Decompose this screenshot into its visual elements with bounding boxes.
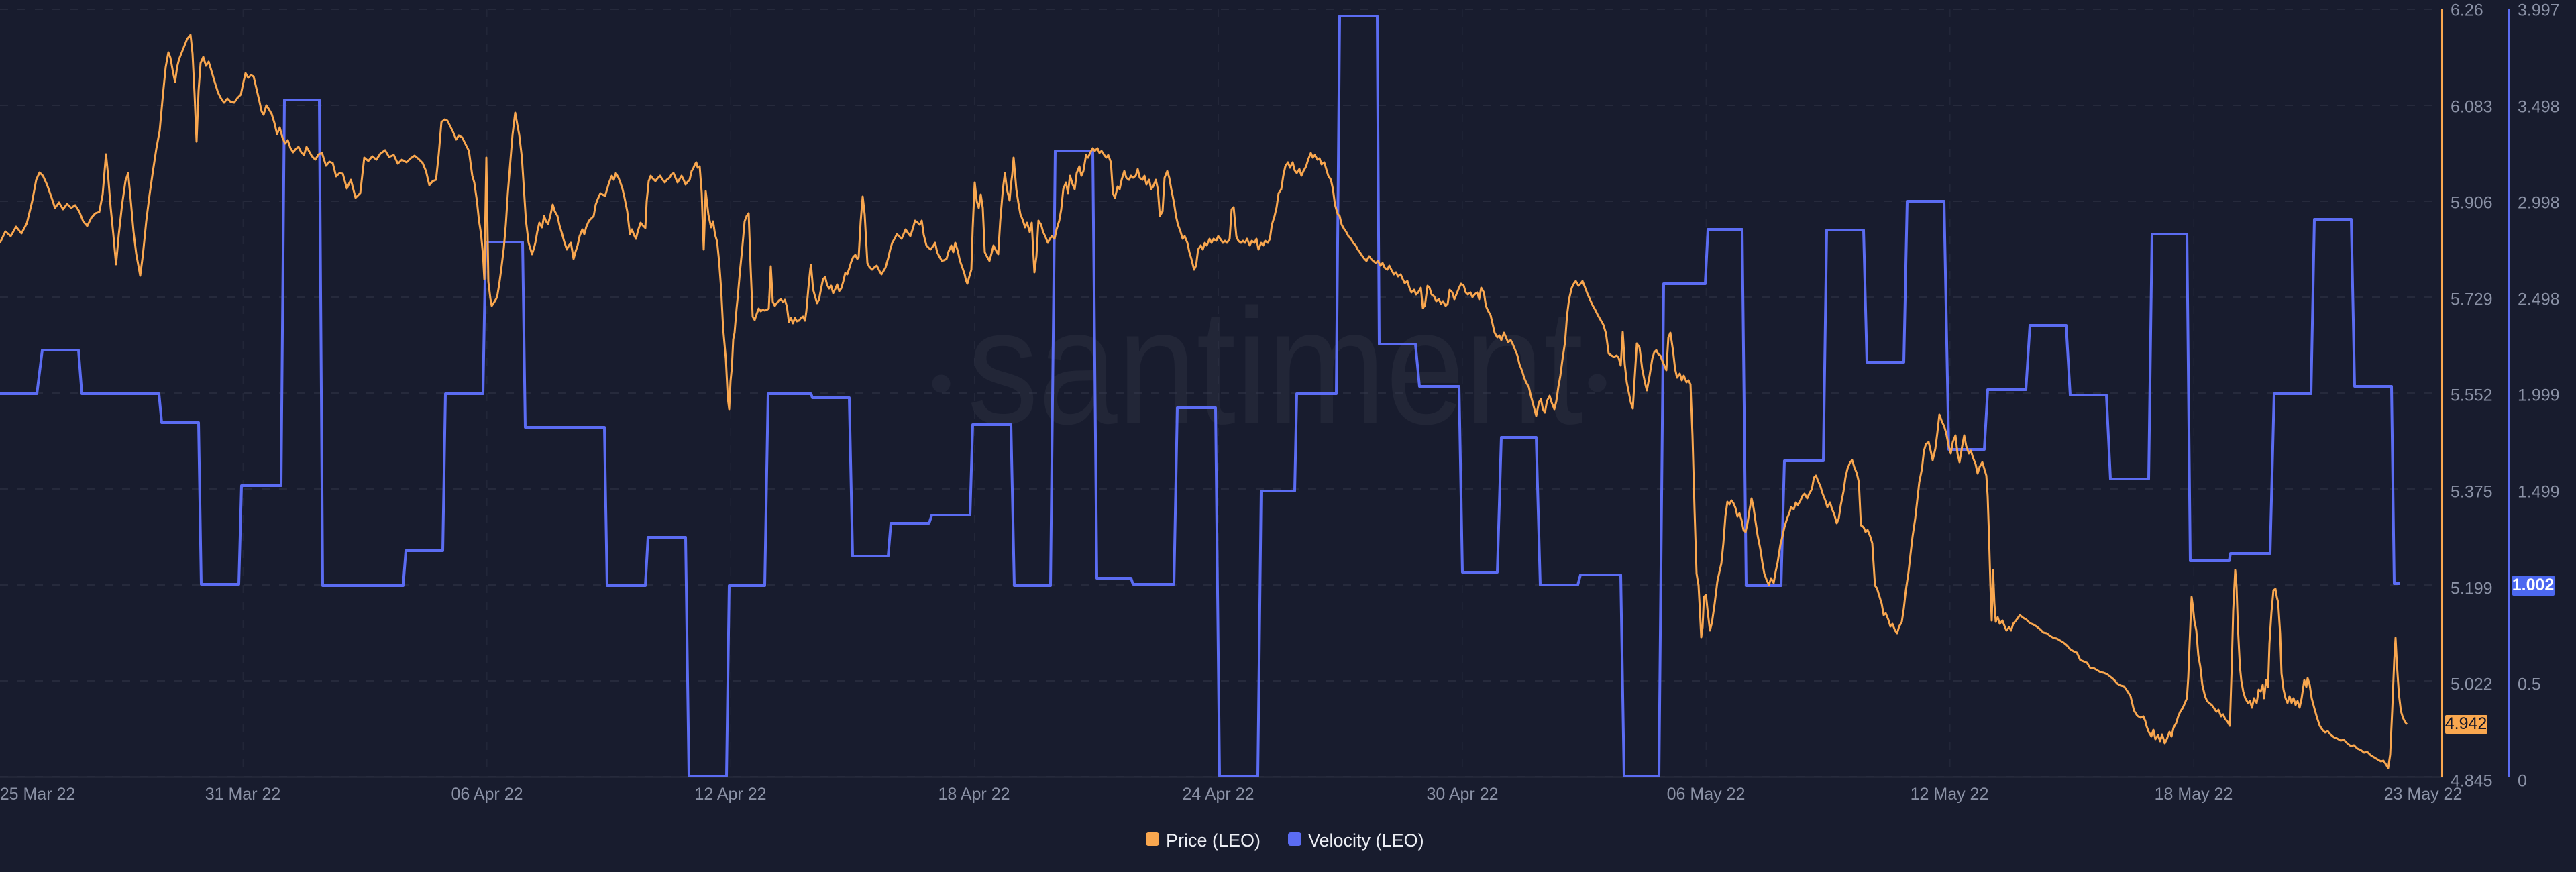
svg-text:5.729: 5.729 [2451,290,2493,309]
svg-text:santiment: santiment [967,274,1583,458]
svg-text:0.5: 0.5 [2518,675,2541,694]
svg-text:0: 0 [2518,772,2527,791]
svg-text:1.002: 1.002 [2512,576,2555,594]
svg-text:2.498: 2.498 [2518,290,2560,309]
svg-text:6.083: 6.083 [2451,98,2493,117]
svg-text:4.845: 4.845 [2451,772,2493,791]
svg-text:4.942: 4.942 [2445,714,2487,733]
svg-text:18 May 22: 18 May 22 [2155,785,2233,804]
svg-text:3.997: 3.997 [2518,1,2560,20]
svg-text:5.199: 5.199 [2451,580,2493,598]
svg-text:5.906: 5.906 [2451,194,2493,213]
svg-text:24 Apr 22: 24 Apr 22 [1182,785,1254,804]
svg-text:1.999: 1.999 [2518,386,2560,405]
svg-text:12 May 22: 12 May 22 [1911,785,1989,804]
svg-text:31 Mar 22: 31 Mar 22 [205,785,281,804]
svg-text:1.499: 1.499 [2518,483,2560,502]
svg-text:Price (LEO): Price (LEO) [1166,830,1260,851]
svg-text:12 Apr 22: 12 Apr 22 [694,785,766,804]
svg-text:5.375: 5.375 [2451,483,2493,502]
svg-text:23 May 22: 23 May 22 [2384,785,2463,804]
svg-text:5.552: 5.552 [2451,386,2493,405]
svg-text:5.022: 5.022 [2451,675,2493,694]
svg-text:Velocity (LEO): Velocity (LEO) [1308,830,1424,851]
svg-text:25 Mar 22: 25 Mar 22 [0,785,75,804]
svg-text:18 Apr 22: 18 Apr 22 [938,785,1010,804]
svg-text:30 Apr 22: 30 Apr 22 [1426,785,1498,804]
svg-text:3.498: 3.498 [2518,98,2560,117]
svg-text:6.26: 6.26 [2451,1,2483,20]
svg-text:2.998: 2.998 [2518,194,2560,213]
svg-text:06 May 22: 06 May 22 [1667,785,1746,804]
svg-text:06 Apr 22: 06 Apr 22 [451,785,523,804]
